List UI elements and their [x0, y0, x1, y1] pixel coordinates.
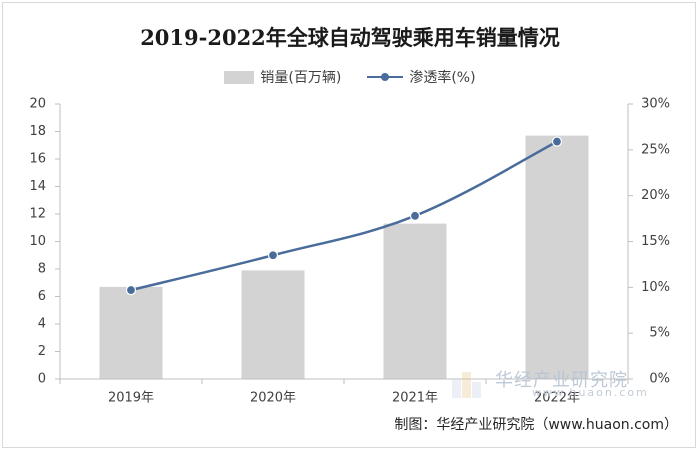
- left-tick-label: 14: [29, 179, 46, 194]
- x-tick-label: 2021年: [392, 391, 438, 406]
- x-tick-label: 2022年: [534, 391, 580, 406]
- left-tick-label: 8: [38, 262, 46, 277]
- chart-title: 2019-2022年全球自动驾驶乘用车销量情况: [140, 25, 560, 50]
- right-tick-label: 15%: [641, 234, 670, 249]
- penetration-point: [409, 210, 421, 221]
- left-tick-label: 2: [38, 344, 46, 359]
- bar: [241, 270, 305, 379]
- x-tick-label: 2019年: [108, 391, 154, 406]
- left-tick-label: 0: [38, 372, 46, 387]
- left-tick-label: 12: [29, 207, 46, 222]
- legend-line-swatch: [367, 71, 404, 83]
- penetration-point: [125, 284, 137, 296]
- right-tick-label: 5%: [649, 326, 670, 341]
- source-note: 制图：华经产业研究院（www.huaon.com）: [394, 417, 678, 433]
- right-tick-label: 30%: [641, 97, 670, 112]
- left-tick-label: 18: [29, 124, 46, 139]
- legend-item-penetration: 渗透率(%): [367, 67, 476, 87]
- watermark-logo: [452, 372, 481, 398]
- watermark-name: 华经产业研究院: [495, 370, 628, 391]
- legend-label-penetration: 渗透率(%): [409, 70, 476, 86]
- right-tick-label: 10%: [641, 280, 670, 295]
- bar: [525, 135, 589, 379]
- legend-label-sales: 销量(百万辆): [260, 70, 342, 86]
- right-tick-label: 20%: [641, 188, 670, 203]
- legend-item-sales: 销量(百万辆): [224, 67, 341, 87]
- left-tick-label: 4: [38, 317, 46, 332]
- left-tick-label: 10: [29, 234, 46, 249]
- watermark-url: www.huaon.com: [532, 386, 649, 399]
- penetration-point: [267, 250, 279, 261]
- right-tick-label: 25%: [641, 142, 670, 157]
- legend-bar-swatch: [224, 70, 255, 84]
- bar: [383, 223, 447, 379]
- legend: 销量(百万辆) 渗透率(%): [0, 66, 700, 88]
- left-tick-label: 16: [29, 152, 46, 167]
- penetration-point: [551, 136, 563, 147]
- left-tick-label: 6: [38, 289, 46, 304]
- penetration-line: [130, 140, 558, 292]
- bar: [99, 286, 163, 379]
- x-tick-label: 2020年: [250, 391, 296, 406]
- right-tick-label: 0%: [649, 372, 670, 387]
- left-tick-label: 20: [29, 97, 46, 112]
